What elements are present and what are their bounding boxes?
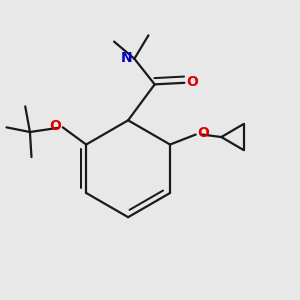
Text: N: N — [121, 51, 133, 65]
Text: O: O — [197, 126, 209, 140]
Text: O: O — [49, 119, 61, 133]
Text: O: O — [186, 75, 198, 89]
